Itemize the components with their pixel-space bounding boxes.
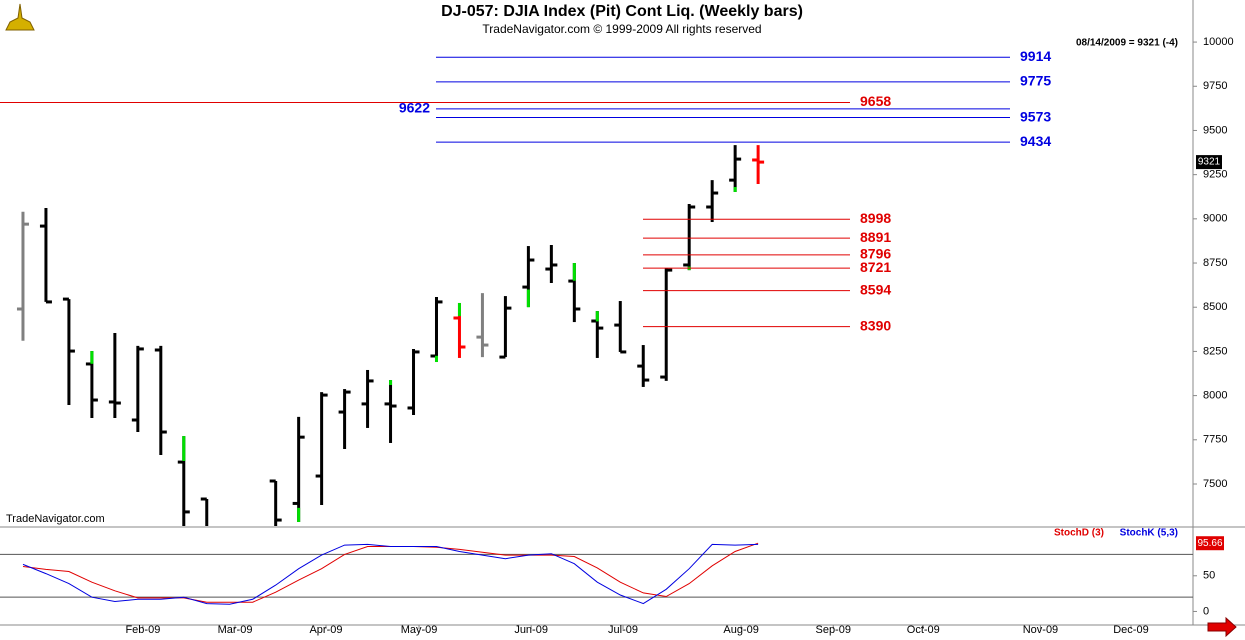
- x-tick-label: Jun-09: [514, 624, 548, 636]
- x-tick-label: Nov-09: [1023, 624, 1058, 636]
- level-label: 9434: [1020, 133, 1051, 149]
- y-tick-label: 8750: [1203, 257, 1227, 269]
- level-label: 9573: [1020, 108, 1051, 124]
- y-tick-label: 10000: [1203, 36, 1234, 48]
- y-tick-label: 8000: [1203, 390, 1227, 402]
- level-label: 8721: [860, 259, 891, 275]
- legend-entry: StochK (5,3): [1120, 528, 1178, 539]
- logo: [5, 3, 35, 31]
- y-tick-label: 8250: [1203, 345, 1227, 357]
- subtitle: TradeNavigator.com © 1999-2009 All right…: [482, 22, 761, 36]
- y-tick-label: 9750: [1203, 80, 1227, 92]
- y-tick-label: 8500: [1203, 301, 1227, 313]
- y-tick-label: 50: [1203, 570, 1215, 582]
- legend-entry: StochD (3): [1054, 528, 1104, 539]
- x-tick-label: Apr-09: [309, 624, 342, 636]
- quote-info: 08/14/2009 = 9321 (-4): [1076, 38, 1178, 49]
- x-tick-label: Jul-09: [608, 624, 638, 636]
- last-value-box: [1196, 536, 1224, 551]
- x-tick-label: Aug-09: [723, 624, 758, 636]
- level-label: 9658: [860, 93, 891, 109]
- y-tick-label: 9250: [1203, 169, 1227, 181]
- y-tick-label: 0: [1203, 605, 1209, 617]
- y-tick-label: 7750: [1203, 434, 1227, 446]
- stoch-panel: [0, 542, 1193, 605]
- last-value: 95.66: [1197, 538, 1222, 549]
- y-tick-label: 9000: [1203, 213, 1227, 225]
- stoch-line: [22, 543, 759, 605]
- watermark: TradeNavigator.com: [6, 513, 105, 525]
- x-tick-label: May-09: [401, 624, 438, 636]
- last-price: 9321: [1198, 157, 1221, 168]
- scroll-arrow[interactable]: [1207, 616, 1237, 638]
- level-label: 8891: [860, 229, 891, 245]
- last-price-box: [1196, 155, 1222, 170]
- level-label: 8998: [860, 210, 891, 226]
- x-tick-label: Mar-09: [218, 624, 253, 636]
- x-tick-label: Oct-09: [907, 624, 940, 636]
- chart-title: DJ-057: DJIA Index (Pit) Cont Liq. (Week…: [441, 3, 803, 20]
- level-label: 8796: [860, 246, 891, 262]
- y-tick-label: 9500: [1203, 124, 1227, 136]
- x-tick-label: Dec-09: [1113, 624, 1148, 636]
- x-tick-label: Feb-09: [125, 624, 160, 636]
- level-label: 9914: [1020, 48, 1051, 64]
- level-label: 8594: [860, 281, 891, 297]
- x-tick-label: Sep-09: [815, 624, 850, 636]
- level-label: 9775: [1020, 73, 1051, 89]
- price-panel: [16, 145, 765, 526]
- level-label: 8390: [860, 317, 891, 333]
- level-label: 9622: [399, 100, 430, 116]
- y-tick-label: 7500: [1203, 478, 1227, 490]
